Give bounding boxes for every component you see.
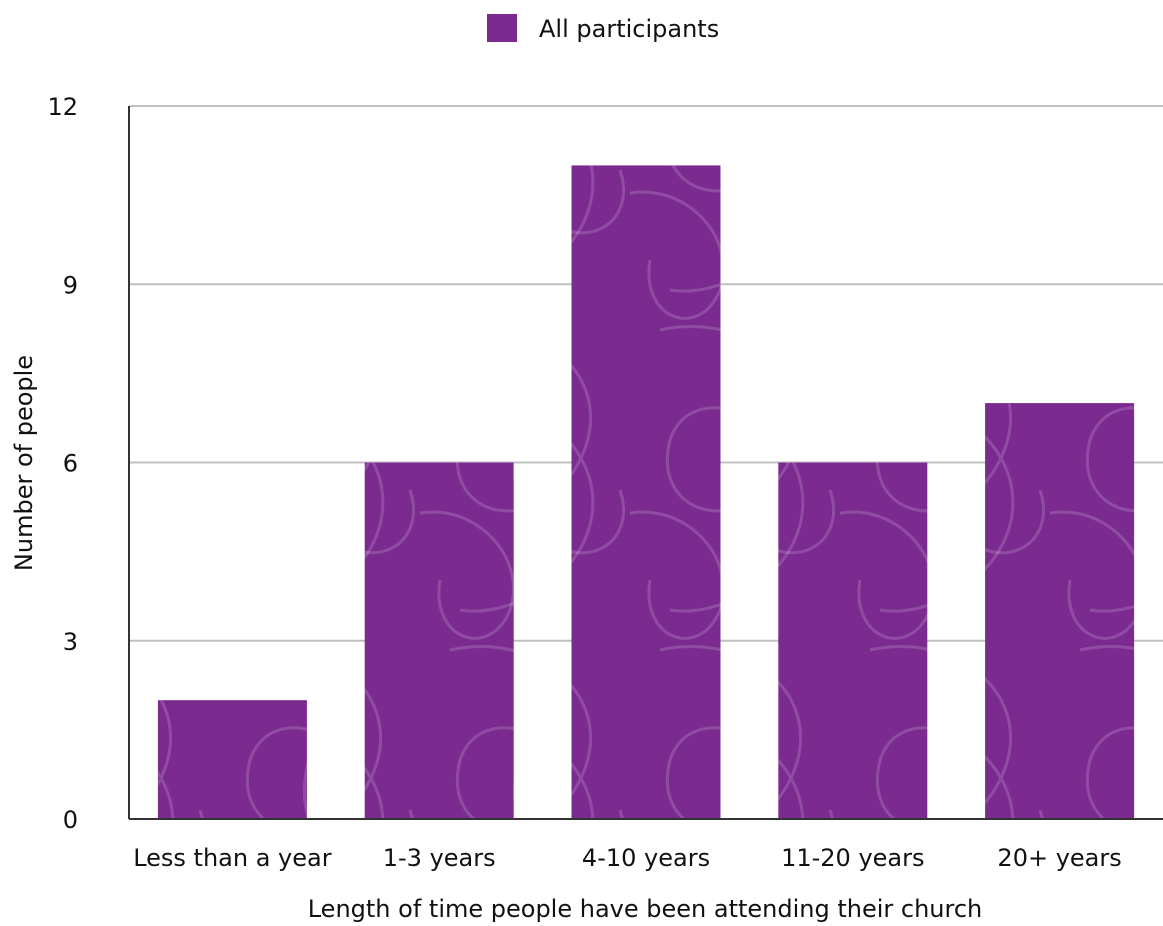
x-axis-title: Length of time people have been attendin… xyxy=(308,895,983,923)
bar-pattern-overlay xyxy=(778,462,928,819)
bar-pattern-overlay xyxy=(364,462,514,819)
x-tick-labels: Less than a year 1-3 years 4-10 years 11-20… xyxy=(133,844,1122,872)
legend-label: All participants xyxy=(539,15,719,43)
x-tick-label: 4-10 years xyxy=(582,844,710,872)
x-tick-label: Less than a year xyxy=(133,844,332,872)
bar-pattern-overlay xyxy=(571,165,721,819)
bar-pattern-overlay xyxy=(157,700,307,819)
y-tick-label: 6 xyxy=(63,450,78,478)
x-tick-label: 11-20 years xyxy=(781,844,924,872)
x-tick-label: 20+ years xyxy=(997,844,1121,872)
y-tick-label: 0 xyxy=(63,806,78,834)
axes xyxy=(128,106,1163,820)
y-tick-label: 12 xyxy=(47,93,78,121)
y-tick-label: 9 xyxy=(63,271,78,299)
bar-pattern-overlay xyxy=(985,403,1135,819)
legend: All participants xyxy=(487,14,719,43)
bars xyxy=(157,165,1135,819)
y-axis-title: Number of people xyxy=(10,355,38,571)
y-tick-label: 3 xyxy=(63,628,78,656)
y-tick-labels: 0 3 6 9 12 xyxy=(47,93,78,834)
legend-swatch xyxy=(487,14,517,42)
x-tick-label: 1-3 years xyxy=(383,844,496,872)
